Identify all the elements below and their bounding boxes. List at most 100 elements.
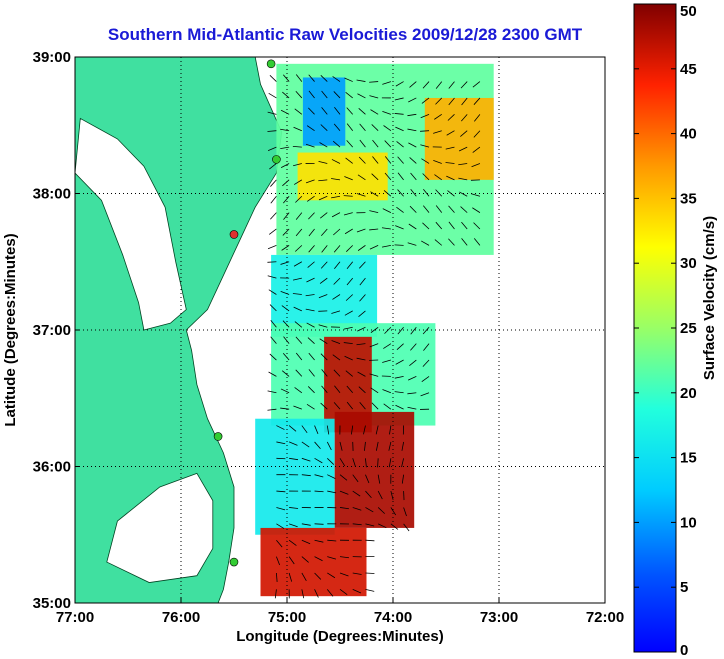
vector-arrow — [352, 588, 362, 594]
vector-arrow — [377, 523, 387, 529]
x-tick-label: 74:00 — [374, 609, 412, 626]
vector-arrow — [331, 195, 341, 199]
vector-arrow — [314, 556, 323, 562]
vector-arrow — [461, 221, 468, 230]
vector-arrow — [345, 294, 353, 301]
vector-arrow — [327, 572, 336, 579]
vector-arrow — [358, 261, 366, 269]
vector-arrow — [434, 174, 442, 181]
vector-arrow — [356, 343, 366, 346]
vector-arrow — [409, 359, 417, 367]
vector-arrow — [410, 172, 417, 181]
vector-arrow — [421, 158, 430, 164]
colorbar-tick-label: 5 — [680, 579, 688, 596]
vector-arrow — [270, 195, 277, 204]
vector-arrow — [268, 289, 277, 295]
vector-arrow — [332, 294, 341, 300]
vector-arrow — [280, 109, 290, 115]
velocity-region-south-tip — [260, 527, 367, 597]
vector-arrow — [434, 113, 442, 120]
vector-arrow — [318, 179, 328, 182]
vector-arrow — [267, 261, 277, 263]
vector-arrow — [276, 572, 278, 582]
vector-arrow — [343, 326, 353, 330]
vector-arrow — [370, 326, 379, 333]
vector-arrow — [396, 141, 404, 148]
vector-arrow — [435, 221, 443, 230]
vector-arrow — [345, 92, 353, 99]
vector-arrow — [365, 588, 375, 592]
vector-arrow — [365, 507, 374, 513]
vector-arrow — [282, 179, 290, 187]
vector-arrow — [359, 139, 366, 148]
vector-arrow — [448, 221, 455, 230]
vector-arrow — [472, 81, 481, 88]
x-tick-label: 73:00 — [480, 609, 518, 626]
vector-arrow — [384, 140, 392, 148]
vector-arrow — [267, 130, 277, 132]
vector-arrow — [382, 110, 392, 115]
vector-arrow — [319, 338, 328, 344]
vector-arrow — [401, 458, 404, 468]
vector-arrow — [423, 205, 430, 213]
vector-arrow — [408, 223, 417, 230]
vector-arrow — [314, 539, 324, 543]
vector-arrow — [276, 425, 285, 430]
station-marker — [229, 230, 239, 239]
vector-arrow — [423, 188, 430, 197]
vector-arrow — [344, 176, 353, 181]
vector-arrow — [396, 206, 404, 213]
vector-arrow — [382, 359, 391, 363]
vector-arrow — [345, 370, 353, 377]
vector-arrow — [459, 191, 468, 197]
vector-arrow — [295, 352, 303, 361]
vector-arrow — [308, 369, 315, 377]
vector-arrow — [461, 97, 468, 106]
vector-arrow — [270, 179, 277, 187]
vector-arrow — [301, 523, 311, 526]
vector-arrow — [301, 539, 311, 545]
velocity-region-north-mid-orange — [297, 152, 388, 201]
vector-arrow — [458, 177, 468, 181]
colorbar-tick-label: 25 — [680, 320, 697, 337]
vector-arrow — [395, 81, 404, 87]
vector-arrow — [352, 523, 362, 526]
station-marker — [266, 59, 276, 69]
vector-arrow — [314, 490, 324, 493]
vector-arrow — [445, 146, 455, 150]
vector-arrow — [359, 401, 366, 410]
vector-arrow — [420, 130, 430, 132]
vector-arrow — [447, 190, 455, 197]
vector-arrow — [282, 228, 290, 236]
vector-arrow — [363, 425, 366, 435]
vector-arrow — [282, 320, 290, 328]
vector-arrow — [305, 308, 315, 312]
vector-arrow — [283, 212, 290, 220]
vector-arrow — [331, 212, 341, 218]
x-tick-label: 75:00 — [268, 609, 306, 626]
vector-arrow — [377, 507, 385, 514]
vector-arrow — [346, 277, 354, 286]
vector-arrow — [394, 376, 404, 379]
vector-arrow — [389, 425, 392, 435]
vector-arrow — [357, 326, 366, 332]
vector-arrow — [446, 130, 455, 136]
vector-arrow — [356, 228, 366, 233]
vector-arrow — [358, 156, 366, 164]
vector-arrow — [269, 163, 277, 170]
vector-arrow — [293, 261, 303, 267]
vector-arrow — [421, 376, 430, 383]
vector-arrow — [401, 441, 404, 451]
vector-arrow — [267, 244, 277, 250]
vector-arrow — [301, 589, 305, 599]
vector-arrow — [434, 239, 443, 246]
vector-arrow — [408, 97, 417, 103]
vector-arrow — [276, 507, 286, 511]
vector-arrow — [318, 294, 328, 299]
vector-arrow — [301, 474, 311, 477]
vector-arrow — [369, 95, 379, 99]
vector-arrow — [288, 556, 295, 565]
vector-arrow — [388, 458, 392, 468]
vector-arrow — [371, 124, 379, 131]
vector-arrow — [333, 245, 341, 253]
